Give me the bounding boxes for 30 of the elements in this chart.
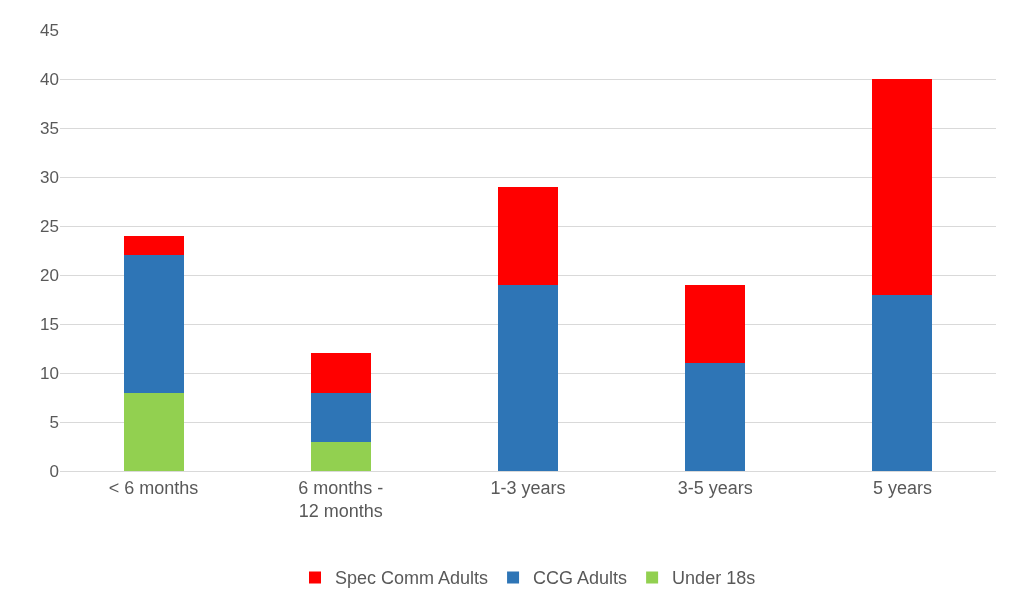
y-tick-label: 10	[40, 363, 59, 383]
y-tick-label: 45	[40, 20, 59, 40]
bar	[872, 79, 933, 295]
bar	[872, 294, 933, 471]
y-tick-label: 20	[40, 265, 59, 285]
bar	[685, 284, 746, 364]
y-tick-label: 5	[49, 412, 59, 432]
legend-label: Spec Comm Adults	[335, 568, 489, 589]
y-tick-label: 35	[40, 118, 59, 138]
y-tick-label: 15	[40, 314, 59, 334]
bar	[310, 353, 371, 393]
bar	[123, 235, 184, 256]
bar	[123, 392, 184, 471]
bar	[685, 363, 746, 471]
y-tick-label: 40	[40, 69, 59, 89]
x-tick-label: 1-3 years	[490, 477, 566, 498]
bar	[498, 186, 558, 285]
x-tick-label: < 6 months	[108, 477, 199, 498]
y-tick-label: 30	[40, 167, 59, 187]
x-tick-label: 3-5 years	[677, 477, 753, 498]
x-tick-label: 6 months - 12 months	[298, 477, 384, 521]
bar	[498, 284, 558, 471]
legend-label: Under 18s	[672, 568, 756, 589]
y-tick-label: 25	[40, 216, 59, 236]
bar	[310, 441, 371, 471]
y-tick-label: 0	[49, 461, 59, 481]
bar	[310, 392, 371, 442]
x-tick-label: 5 years	[872, 477, 932, 498]
bar	[123, 255, 184, 393]
legend-label: CCG Adults	[533, 568, 628, 589]
